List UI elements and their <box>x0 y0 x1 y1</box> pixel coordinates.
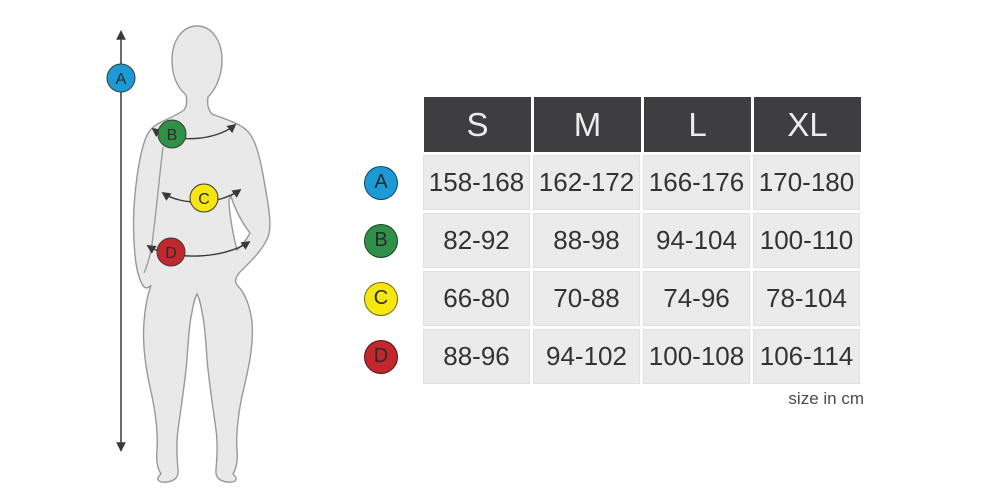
marker-a-circle <box>106 63 136 93</box>
cell-d-xl: 106-114 <box>753 329 860 384</box>
column-header-xl: XL <box>754 97 861 152</box>
size-table-header: S M L XL <box>424 97 861 152</box>
units-note: size in cm <box>788 389 864 408</box>
table-row-b: B 82-92 88-98 94-104 100-110 <box>364 213 863 268</box>
row-label-a: A <box>364 165 398 200</box>
cell-a-xl: 170-180 <box>753 155 860 210</box>
cell-c-l: 74-96 <box>643 271 750 326</box>
column-header-l: L <box>644 97 751 152</box>
figure-marker-b: B <box>157 119 187 149</box>
cell-b-s: 82-92 <box>423 213 530 268</box>
cell-c-s: 66-80 <box>423 271 530 326</box>
hip-measure-arc <box>146 240 251 257</box>
marker-a-letter: A <box>116 71 127 88</box>
cell-b-l: 94-104 <box>643 213 750 268</box>
body-silhouette <box>132 25 271 483</box>
marker-c-circle <box>189 183 219 213</box>
column-header-m: M <box>534 97 641 152</box>
cell-a-m: 162-172 <box>533 155 640 210</box>
marker-b-letter: B <box>167 127 178 144</box>
table-row-c: C 66-80 70-88 74-96 78-104 <box>364 271 863 326</box>
cell-b-xl: 100-110 <box>753 213 860 268</box>
cell-b-m: 88-98 <box>533 213 640 268</box>
cell-c-xl: 78-104 <box>753 271 860 326</box>
figure-marker-a: A <box>106 63 136 93</box>
figure-marker-c: C <box>189 183 219 213</box>
row-label-d: D <box>364 339 398 374</box>
marker-b-circle <box>157 119 187 149</box>
row-label-c: C <box>364 281 398 316</box>
row-label-b: B <box>364 223 398 258</box>
marker-d-letter: D <box>165 245 177 262</box>
marker-c-letter: C <box>198 191 210 208</box>
cell-a-l: 166-176 <box>643 155 750 210</box>
table-row-d: D 88-96 94-102 100-108 106-114 <box>364 329 863 384</box>
size-table-body: A 158-168 162-172 166-176 170-180 B 82-9… <box>364 155 863 387</box>
marker-d-circle <box>156 237 186 267</box>
cell-d-l: 100-108 <box>643 329 750 384</box>
table-row-a: A 158-168 162-172 166-176 170-180 <box>364 155 863 210</box>
cell-d-s: 88-96 <box>423 329 530 384</box>
figure-marker-d: D <box>156 237 186 267</box>
cell-a-s: 158-168 <box>423 155 530 210</box>
cell-c-m: 70-88 <box>533 271 640 326</box>
column-header-s: S <box>424 97 531 152</box>
cell-d-m: 94-102 <box>533 329 640 384</box>
body-measurement-figure: A B C D <box>106 25 271 483</box>
